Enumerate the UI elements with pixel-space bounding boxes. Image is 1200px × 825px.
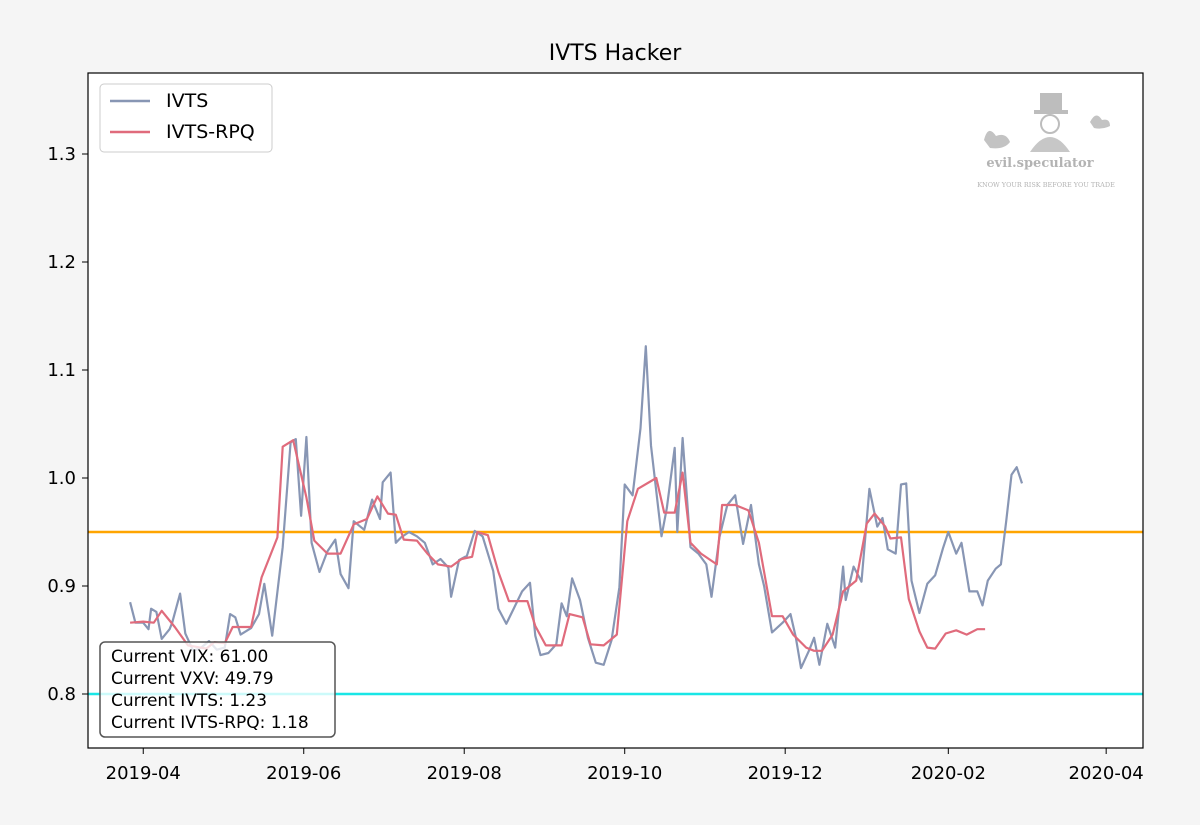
evil-speculator-watermark: evil.speculator KNOW YOUR RISK BEFORE YO…	[977, 93, 1115, 189]
series-lines	[129, 345, 1024, 670]
y-tick-label: 1.1	[47, 360, 76, 381]
x-tick-label: 2019-04	[106, 763, 181, 784]
watermark-logo-icon	[984, 93, 1110, 152]
y-tick-label: 0.9	[47, 576, 76, 597]
legend: IVTS IVTS-RPQ	[99, 83, 273, 153]
info-current-ivts-rpq: Current IVTS-RPQ: 1.18	[111, 713, 309, 733]
info-current-ivts: Current IVTS: 1.23	[111, 691, 267, 711]
x-tick-label: 2020-04	[1069, 763, 1144, 784]
watermark-tagline: KNOW YOUR RISK BEFORE YOU TRADE	[977, 181, 1115, 189]
info-box-frame	[99, 641, 336, 738]
info-current-vxv: Current VXV: 49.79	[111, 669, 274, 689]
y-tick-label: 1.0	[47, 468, 76, 489]
y-axis: 0.8 0.9 1.0 1.1 1.2 1.3	[47, 144, 88, 705]
y-tick-label: 1.2	[47, 252, 76, 273]
chart-title: IVTS Hacker	[549, 41, 683, 66]
y-tick-label: 0.8	[47, 684, 76, 705]
x-axis: 2019-04 2019-06 2019-08 2019-10 2019-12 2020-…	[106, 748, 1144, 784]
x-tick-label: 2019-08	[427, 763, 502, 784]
plot-frame	[87, 72, 1144, 749]
x-tick-label: 2019-10	[587, 763, 662, 784]
info-box: Current VIX: 61.00 Current VXV: 49.79 Cu…	[99, 641, 336, 738]
y-tick-label: 1.3	[47, 144, 76, 165]
watermark-name: evil.speculator	[986, 156, 1093, 171]
legend-label-ivts-rpq: IVTS-RPQ	[166, 121, 255, 143]
x-tick-label: 2020-02	[911, 763, 986, 784]
x-tick-label: 2019-06	[266, 763, 341, 784]
x-tick-label: 2019-12	[748, 763, 823, 784]
info-current-vix: Current VIX: 61.00	[111, 647, 268, 667]
legend-label-ivts: IVTS	[166, 90, 208, 112]
series-line-ivts-rpq	[130, 439, 986, 652]
